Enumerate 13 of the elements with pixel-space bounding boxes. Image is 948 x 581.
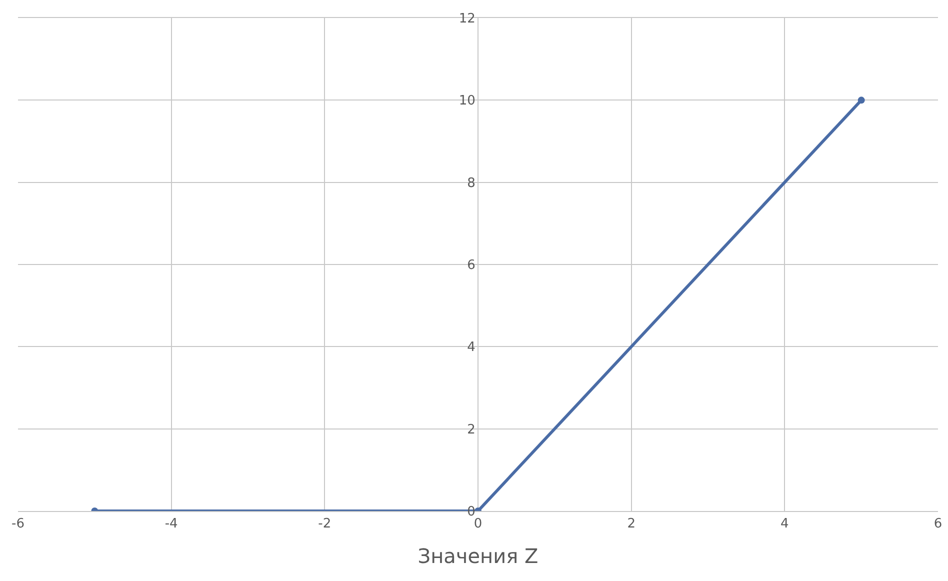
x-tick-label: 2 [627,516,636,532]
y-tick-label: 6 [467,258,476,274]
x-tick-label: -6 [12,516,24,532]
x-tick-label: 6 [934,516,942,532]
x-tick-label: 4 [780,516,789,532]
y-tick-label: 4 [467,340,476,356]
x-tick-label: -4 [164,516,178,532]
y-tick-label: 8 [467,176,476,191]
x-axis-title: Значения Z [418,544,538,568]
y-tick-label: 2 [467,422,476,438]
y-tick-label: 10 [458,94,476,109]
y-tick-label: 12 [458,12,476,27]
x-tick-label: -2 [318,516,332,532]
